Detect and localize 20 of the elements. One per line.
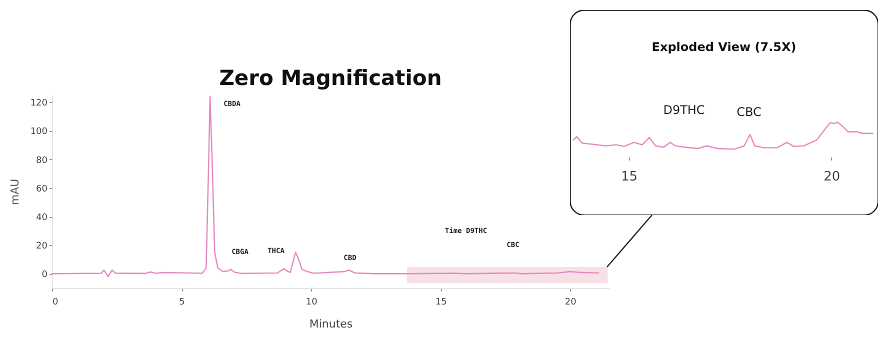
chart-title: Zero Magnification	[219, 66, 442, 90]
x-axis-title: Minutes	[309, 318, 353, 330]
text: CBC	[736, 105, 762, 119]
y-tick-label: 80	[36, 156, 48, 166]
chart-title: Exploded View (7.5X)	[652, 40, 796, 54]
y-tick-label: 100	[30, 127, 48, 138]
text: D9THC	[663, 103, 705, 117]
y-tick-label: 20	[36, 242, 48, 252]
y-tick-label: 40	[36, 213, 48, 224]
x-tick-label: 10	[306, 298, 318, 308]
line-series	[51, 96, 600, 278]
x-tick-label: 15	[620, 170, 638, 184]
y-tick-label: 0	[42, 270, 48, 280]
x-tick-label: 0	[52, 298, 58, 308]
y-tick-label: 120	[30, 98, 48, 109]
y-axis-title: mAU	[8, 178, 22, 206]
x-tick-label: 5	[179, 298, 185, 308]
x-tick-label: 15	[435, 298, 447, 308]
y-tick-label: 60	[36, 184, 48, 194]
x-tick-label: 20	[564, 298, 577, 308]
